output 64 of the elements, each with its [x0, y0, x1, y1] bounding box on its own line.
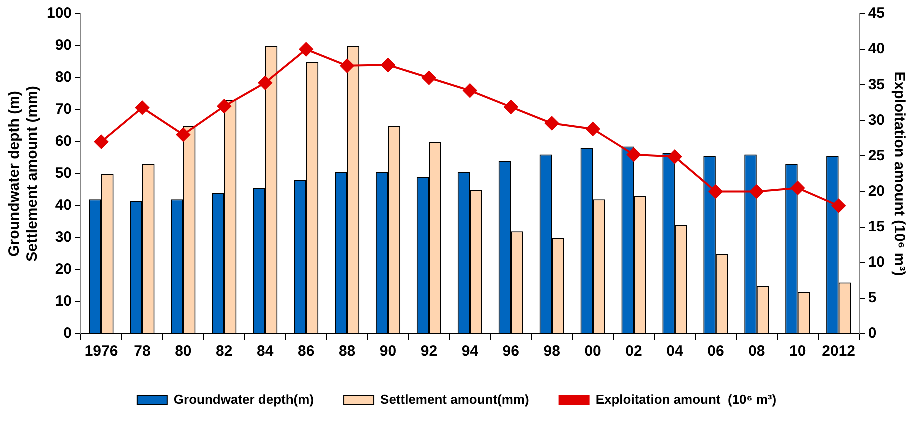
y2-tick-label: 25	[868, 147, 886, 164]
x-tick-label: 84	[257, 343, 274, 360]
point	[627, 148, 642, 162]
y-tick-label: 80	[55, 69, 72, 86]
point	[381, 58, 396, 72]
point	[463, 84, 478, 98]
y2-axis-title: Exploitation amount (10⁶ m³)	[890, 72, 908, 276]
y2-tick-label: 40	[868, 40, 886, 58]
x-tick-label: 98	[544, 343, 560, 360]
point	[668, 150, 682, 164]
point	[790, 181, 805, 196]
x-tick-label: 92	[420, 343, 438, 360]
x-tick-label: 94	[462, 343, 480, 360]
y2-tick-label: 30	[868, 112, 886, 129]
point	[217, 99, 232, 114]
point	[135, 100, 150, 115]
x-tick-label: 78	[134, 343, 151, 360]
point	[750, 184, 764, 199]
y-tick-label: 70	[55, 101, 72, 118]
y-tick-label: 50	[55, 165, 72, 182]
point	[586, 122, 600, 136]
y2-tick-label: 15	[868, 218, 886, 236]
legend-label: Settlement amount(mm)	[380, 392, 530, 408]
y-tick-label: 30	[55, 229, 72, 246]
y-axis-title: Groundwater depth (m) Settlement amount (mm)	[6, 86, 42, 262]
y-tick-label: 20	[55, 261, 72, 278]
y2-tick-label: 10	[868, 254, 886, 272]
x-tick-label: 96	[502, 343, 520, 360]
y-tick-label: 60	[55, 133, 72, 150]
x-tick-label: 90	[380, 343, 397, 360]
point	[258, 76, 272, 90]
y-tick-label: 40	[55, 197, 72, 214]
x-tick-label: 88	[338, 343, 356, 360]
point	[504, 100, 518, 114]
point	[708, 184, 723, 199]
point	[832, 199, 846, 213]
legend-label: Groundwater depth(m)	[174, 392, 314, 408]
x-tick-label: 82	[216, 343, 233, 360]
y2-tick-label: 0	[868, 325, 877, 342]
y2-tick-label: 45	[868, 5, 886, 22]
x-tick-label: 08	[748, 343, 766, 360]
x-tick-label: 00	[584, 343, 602, 360]
y-tick-label: 10	[55, 293, 72, 310]
point	[422, 71, 436, 85]
x-tick-label: 2012	[822, 343, 856, 360]
x-tick-label: 04	[666, 343, 684, 360]
y-tick-label: 0	[64, 325, 72, 342]
y-tick-label: 90	[55, 37, 72, 54]
y2-tick-label: 35	[868, 76, 886, 94]
x-tick-label: 80	[175, 343, 192, 360]
point	[545, 116, 560, 131]
x-tick-label: 86	[298, 343, 315, 360]
point	[340, 58, 354, 73]
legend-label: Exploitation amount (10⁶ m³)	[596, 392, 777, 408]
y2-tick-label: 20	[868, 182, 886, 200]
y-tick-label: 100	[46, 5, 72, 22]
x-tick-label: 1976	[84, 343, 118, 360]
point	[299, 42, 314, 57]
x-tick-label: 06	[708, 343, 724, 360]
x-tick-label: 02	[626, 343, 642, 360]
point	[94, 135, 109, 149]
y2-tick-label: 5	[868, 290, 877, 307]
x-tick-label: 10	[790, 343, 806, 360]
point	[176, 128, 190, 142]
